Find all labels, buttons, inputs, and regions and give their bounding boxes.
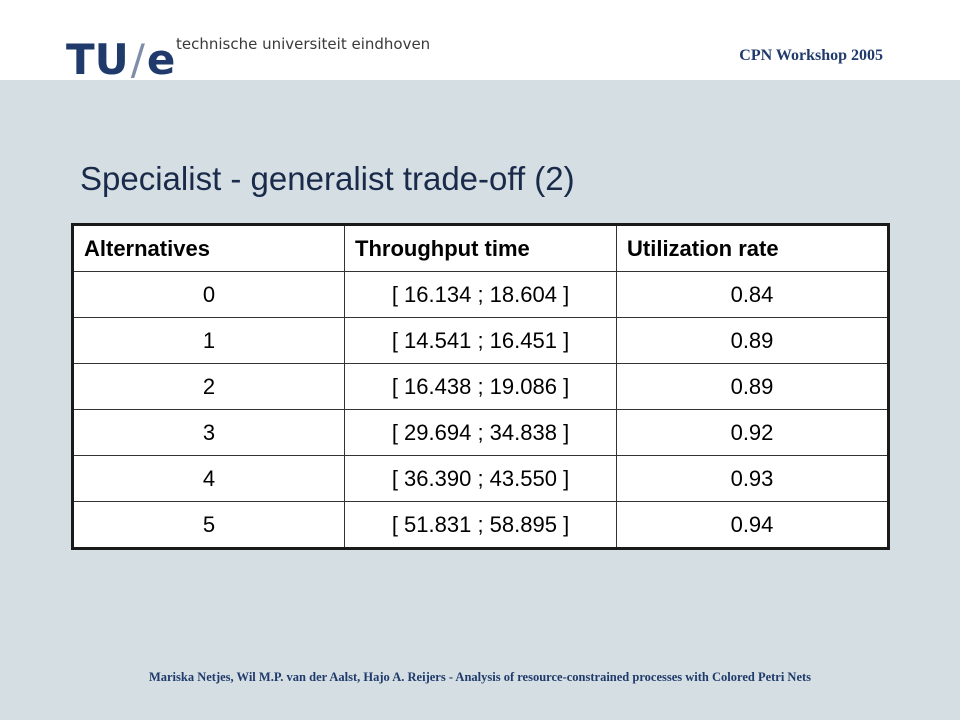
table-cell: [ 29.694 ; 34.838 ] bbox=[344, 409, 617, 456]
table-cell: 3 bbox=[72, 409, 345, 456]
table-cell: 2 bbox=[72, 363, 345, 410]
slide-header: TU/e technische universiteit eindhoven C… bbox=[0, 0, 960, 84]
slide-title: Specialist - generalist trade-off (2) bbox=[80, 160, 575, 197]
table-cell: 5 bbox=[72, 501, 345, 549]
column-header: Alternatives bbox=[72, 224, 345, 272]
logo-subtitle: technische universiteit eindhoven bbox=[176, 35, 431, 53]
table-cell: [ 36.390 ; 43.550 ] bbox=[344, 455, 617, 502]
event-label: CPN Workshop 2005 bbox=[739, 47, 883, 64]
column-header: Utilization rate bbox=[616, 224, 889, 272]
table-row: 2 [ 16.438 ; 19.086 ] 0.89 bbox=[72, 363, 889, 410]
table-cell: 0.84 bbox=[616, 271, 889, 318]
table-cell: 0.94 bbox=[616, 501, 889, 549]
table-cell: [ 16.134 ; 18.604 ] bbox=[344, 271, 617, 318]
slide-footer: Mariska Netjes, Wil M.P. van der Aalst, … bbox=[148, 670, 812, 684]
table-row: 0 [ 16.134 ; 18.604 ] 0.84 bbox=[72, 271, 889, 318]
table-cell: 4 bbox=[72, 455, 345, 502]
table-cell: 0 bbox=[72, 271, 345, 318]
table-row: 5 [ 51.831 ; 58.895 ] 0.94 bbox=[72, 501, 889, 549]
column-header: Throughput time bbox=[344, 224, 617, 272]
results-table: Alternatives Throughput time Utilization… bbox=[71, 223, 890, 550]
tue-logo: TU/e bbox=[66, 36, 175, 86]
table-cell: 0.92 bbox=[616, 409, 889, 456]
table-cell: 0.89 bbox=[616, 317, 889, 364]
table-cell: 0.89 bbox=[616, 363, 889, 410]
table-cell: [ 14.541 ; 16.451 ] bbox=[344, 317, 617, 364]
table-cell: 0.93 bbox=[616, 455, 889, 502]
table-header-row: Alternatives Throughput time Utilization… bbox=[72, 224, 889, 272]
table-cell: 1 bbox=[72, 317, 345, 364]
table-row: 3 [ 29.694 ; 34.838 ] 0.92 bbox=[72, 409, 889, 456]
logo-mark: TU/e bbox=[66, 35, 176, 84]
table-row: 4 [ 36.390 ; 43.550 ] 0.93 bbox=[72, 455, 889, 502]
table-row: 1 [ 14.541 ; 16.451 ] 0.89 bbox=[72, 317, 889, 364]
table-cell: [ 16.438 ; 19.086 ] bbox=[344, 363, 617, 410]
table-cell: [ 51.831 ; 58.895 ] bbox=[344, 501, 617, 549]
